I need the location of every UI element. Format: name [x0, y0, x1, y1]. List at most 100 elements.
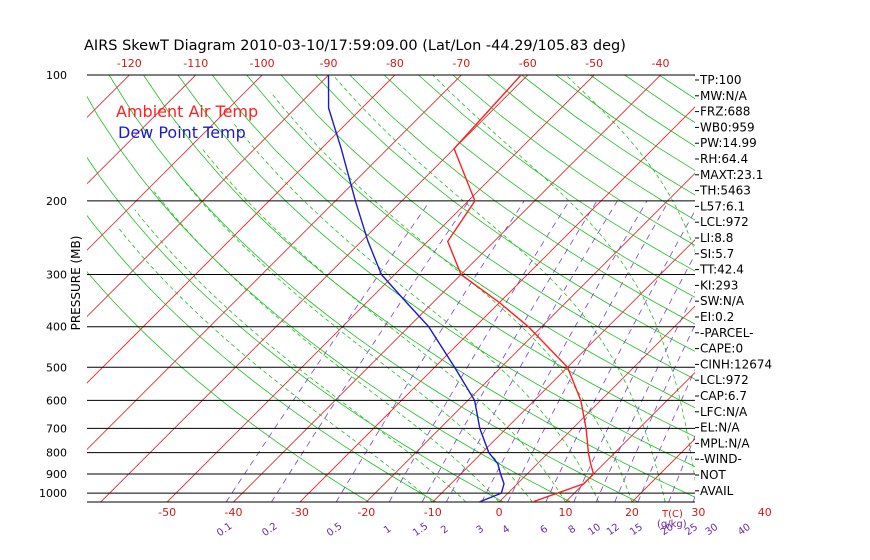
- moist-adiabat-line: [153, 191, 500, 502]
- mixing-ratio-line: [481, 200, 648, 502]
- top-temp-tick-label: -50: [585, 57, 603, 70]
- moist-adiabat-line: [232, 122, 600, 502]
- sounding-index-label: MPL:N/A: [700, 436, 750, 450]
- moist-adiabat-line: [116, 226, 433, 502]
- dry-adiabat-line: [418, 75, 695, 272]
- bottom-temperature-axis: -50 -40 -30 -20 -10 0 10 20 30 40: [158, 506, 772, 519]
- dry-adiabat-line: [108, 75, 639, 502]
- dry-adiabat-line: [87, 156, 504, 502]
- moist-adiabat-line: [175, 171, 533, 502]
- dry-adiabat-line: [246, 75, 695, 409]
- sounding-index-label: FRZ:688: [700, 105, 750, 119]
- mixing-ratio-tick-label: 40: [736, 522, 753, 538]
- dry-adiabat-line: [87, 271, 369, 502]
- isotherm-line: [166, 75, 595, 502]
- mixing-ratio-tick-label: 0.1: [215, 521, 234, 539]
- moist-adiabat-lines: [116, 75, 823, 502]
- legend-dew-point-temp: Dew Point Temp: [118, 123, 246, 142]
- sounding-index-label: -WIND-: [700, 452, 742, 466]
- isotherm-line: [87, 75, 396, 384]
- isotherm-line: [831, 75, 870, 502]
- mixing-ratio-line: [573, 253, 695, 502]
- chart-title: AIRS SkewT Diagram 2010-03-10/17:59:09.0…: [84, 38, 626, 54]
- dew-point-profile: [327, 75, 505, 502]
- isotherm-line: [87, 75, 263, 251]
- mixing-ratio-line: [595, 290, 695, 502]
- pressure-tick-label: 1000: [39, 487, 67, 500]
- moist-adiabat-line: [798, 75, 823, 502]
- mixing-ratio-tick-label: 8: [567, 524, 579, 537]
- pressure-tick-label: 700: [46, 422, 67, 435]
- pressure-tick-label: 600: [46, 394, 67, 407]
- sounding-index-label: CAPE:0: [700, 342, 743, 356]
- mixing-ratio-line: [614, 324, 695, 502]
- mixing-ratio-line: [637, 368, 695, 502]
- pressure-tick-label: 200: [46, 195, 67, 208]
- isotherm-lines: [87, 75, 870, 502]
- dry-adiabat-line: [797, 75, 870, 502]
- mixing-ratio-tick-label: 30: [704, 522, 721, 538]
- dry-adiabat-lines: [87, 75, 870, 502]
- top-temperature-axis: -120 -110 -100 -90 -80 -70 -60 -50 -40: [117, 57, 670, 70]
- top-temp-tick-label: -70: [452, 57, 470, 70]
- sounding-index-label: PW:14.99: [700, 136, 757, 150]
- legend-ambient-air-temp: Ambient Air Temp: [116, 102, 258, 121]
- mixing-ratio-tick-label: 4: [501, 524, 513, 537]
- sounding-index-label: AVAIL: [700, 484, 734, 498]
- dry-adiabat-line: [177, 75, 695, 468]
- sounding-index-label: NOT: [700, 468, 726, 482]
- isotherm-line: [432, 239, 695, 502]
- sounding-index-label: WB0:959: [700, 120, 755, 134]
- sounding-index-label: LFC:N/A: [700, 405, 748, 419]
- dry-adiabat-line: [87, 95, 571, 502]
- moist-adiabat-line: [332, 75, 666, 502]
- isotherm-line: [765, 75, 870, 502]
- bottom-temp-tick-label: -10: [424, 506, 442, 519]
- sounding-index-label: TT:42.4: [699, 263, 744, 277]
- top-temp-tick-label: -110: [183, 57, 208, 70]
- bottom-temp-tick-label: -20: [357, 506, 375, 519]
- sounding-profiles: [327, 75, 595, 502]
- mixing-ratio-line: [746, 201, 865, 502]
- mixing-ratio-line: [225, 200, 431, 502]
- bottom-temp-tick-label: -40: [225, 506, 243, 519]
- sounding-index-label: MW:N/A: [700, 89, 748, 103]
- pressure-tick-label: 300: [46, 269, 67, 282]
- top-temp-tick-label: -120: [117, 57, 142, 70]
- dry-adiabat-line: [383, 75, 695, 298]
- isotherm-line: [87, 75, 462, 450]
- mixing-ratio-tick-label: 10: [586, 522, 603, 538]
- mixing-ratio-tick-label: 0.2: [260, 521, 279, 539]
- isotherm-line: [366, 172, 695, 502]
- isobar-lines: [87, 74, 695, 503]
- moist-adiabat-line: [432, 75, 695, 482]
- sounding-index-label: SW:N/A: [700, 294, 745, 308]
- sounding-index-label: RH:64.4: [700, 152, 748, 166]
- pressure-tick-label: 900: [46, 468, 67, 481]
- sounding-index-label: L57:6.1: [700, 199, 745, 213]
- sounding-index-label: LCL:972: [700, 373, 749, 387]
- top-temp-tick-label: -40: [652, 57, 670, 70]
- mixing-ratio-unit-label: (g/kg): [657, 519, 687, 530]
- mixing-ratio-line: [421, 200, 598, 502]
- pressure-tick-label: 800: [46, 447, 67, 460]
- mixing-ratio-line: [545, 209, 695, 502]
- pressure-tick-label: 400: [46, 321, 67, 334]
- bottom-temp-tick-label: 40: [758, 506, 772, 519]
- sounding-index-label: TP:100: [699, 73, 742, 87]
- mixing-ratio-line: [335, 200, 525, 502]
- sounding-index-label: CAP:6.7: [700, 389, 747, 403]
- moist-adiabat-line: [270, 92, 633, 502]
- dry-adiabat-line: [865, 75, 870, 502]
- sounding-index-label: -PARCEL-: [700, 326, 754, 340]
- bottom-temp-tick-label: -50: [158, 506, 176, 519]
- dry-adiabat-line: [831, 75, 870, 502]
- mixing-ratio-tick-label: 15: [628, 522, 645, 538]
- isotherm-line: [498, 305, 695, 502]
- mixing-ratio-tick-label: 12: [605, 522, 622, 538]
- legend: Ambient Air Temp Dew Point Temp: [116, 102, 258, 142]
- isotherm-line: [299, 106, 695, 502]
- bottom-temp-tick-label: 20: [625, 506, 639, 519]
- bottom-temp-tick-label: 10: [559, 506, 573, 519]
